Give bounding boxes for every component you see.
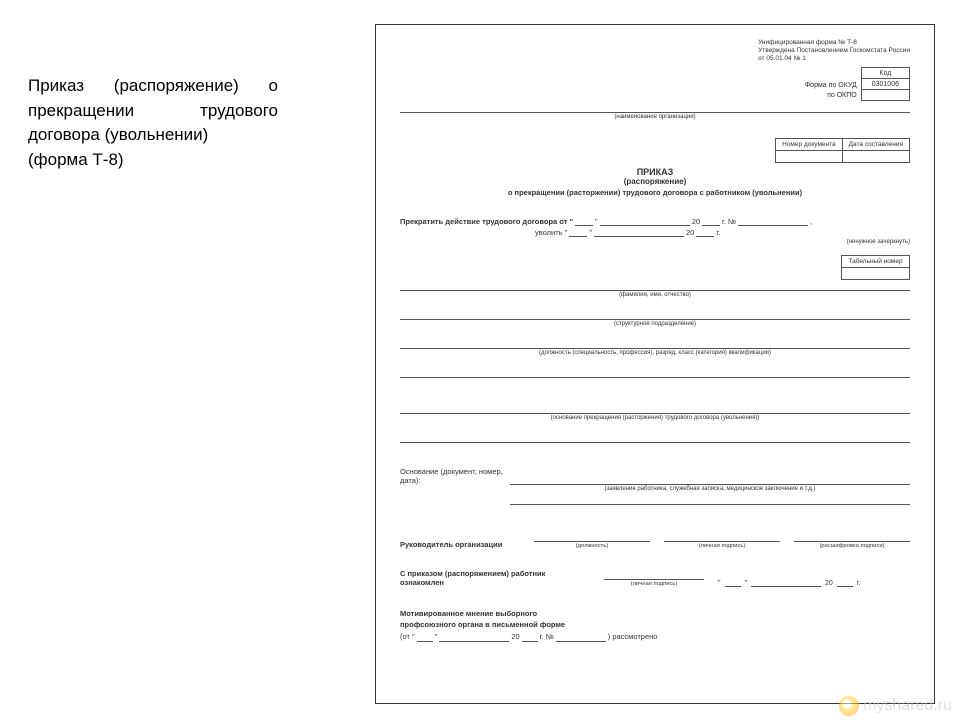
tab-num-value	[842, 268, 910, 280]
slide-caption: Приказ (распоряжение) о прекращении труд…	[28, 74, 278, 173]
meta-l2: Утверждена Постановлением Госкомстата Ро…	[758, 47, 910, 55]
num-value	[776, 151, 843, 163]
manager-label: Руководитель организации	[400, 540, 520, 549]
title-block: ПРИКАЗ (распоряжение) о прекращении (рас…	[400, 167, 910, 197]
date-value	[842, 151, 909, 163]
ack-label: С приказом (распоряжением) работник озна…	[400, 569, 590, 587]
caption-l2: (форма Т-8)	[28, 150, 124, 169]
union-l2: профсоюзного органа в письменной форме	[400, 620, 910, 630]
terminate-note: (ненужное зачеркнуть)	[400, 239, 910, 245]
okud-value: 0301006	[861, 79, 909, 90]
code-table: Код 0301006	[861, 67, 910, 101]
dept-line	[400, 308, 910, 320]
position-line	[400, 337, 910, 349]
terminate-row-2: уволить " " 20 г.	[400, 228, 910, 237]
meta-l1: Унифицированная форма № Т-8	[758, 39, 910, 47]
watermark-text: myshared.ru	[863, 697, 952, 715]
watermark-icon	[839, 696, 859, 716]
org-caption: (наименование организации)	[400, 114, 910, 120]
dept-cap: (структурное подразделение)	[400, 321, 910, 327]
basis-row: Основание (документ, номер, дата):	[400, 467, 910, 485]
okpo-value	[861, 90, 909, 101]
tab-num-header: Табельный номер	[842, 256, 910, 268]
ack-date: " " 20 г.	[718, 578, 860, 587]
fio-cap: (фамилия, имя, отчество)	[400, 292, 910, 298]
date-header: Дата составления	[842, 139, 909, 151]
title-main: ПРИКАЗ	[400, 167, 910, 177]
basis-cap: (заявление работника, служебная записка,…	[400, 486, 910, 492]
position-cap: (должность (специальность, профессия), р…	[400, 350, 910, 356]
okud-label: Форма по ОКУД	[805, 81, 857, 91]
fio-line	[400, 279, 910, 291]
union-block: Мотивированное мнение выборного профсоюз…	[400, 609, 910, 641]
union-l1: Мотивированное мнение выборного	[400, 609, 910, 619]
position-line-2	[400, 366, 910, 378]
code-block: Форма по ОКУД по ОКПО Код 0301006	[400, 67, 910, 101]
ack-cap: (личная подпись)	[604, 581, 704, 587]
manager-row: Руководитель организации (должность) (ли…	[400, 533, 910, 549]
meta-l3: от 05.01.04 № 1	[758, 55, 910, 63]
reason-cap: (основание прекращения (расторжения) тру…	[400, 415, 910, 421]
basis-line	[510, 476, 910, 485]
tab-number-table: Табельный номер	[841, 255, 910, 280]
basis-label: Основание (документ, номер, дата):	[400, 467, 510, 485]
reason-line	[400, 402, 910, 414]
number-date-table: Номер документа Дата составления	[775, 138, 910, 163]
title-sub: (распоряжение)	[400, 177, 910, 186]
union-date-row: (от " " 20 г. № ) рассмотрено	[400, 632, 910, 642]
mgr-c2: (личная подпись)	[664, 543, 780, 549]
org-name-line	[400, 103, 910, 113]
caption-l1: Приказ (распоряжение) о прекращении труд…	[28, 76, 278, 144]
terminate-row-1: Прекратить действие трудового договора о…	[400, 217, 910, 226]
okpo-label: по ОКПО	[805, 91, 857, 101]
watermark: myshared.ru	[839, 696, 952, 716]
reason-line-2	[400, 431, 910, 443]
mgr-c3: (расшифровка подписи)	[794, 543, 910, 549]
ack-row: С приказом (распоряжением) работник озна…	[400, 569, 910, 587]
code-header: Код	[861, 68, 909, 79]
form-meta: Унифицированная форма № Т-8 Утверждена П…	[400, 39, 910, 63]
mgr-c1: (должность)	[534, 543, 650, 549]
title-long: о прекращении (расторжении) трудового до…	[400, 188, 910, 197]
document-form-t8: Унифицированная форма № Т-8 Утверждена П…	[375, 24, 935, 704]
num-header: Номер документа	[776, 139, 843, 151]
basis-line-2	[510, 496, 910, 505]
